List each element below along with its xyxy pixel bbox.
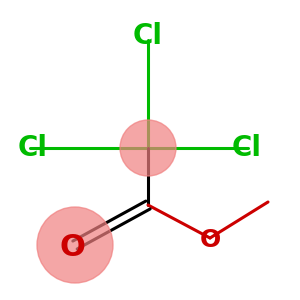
Text: Cl: Cl [18,134,48,162]
Text: O: O [200,228,220,252]
Text: O: O [59,232,85,262]
Text: Cl: Cl [133,22,163,50]
Circle shape [120,120,176,176]
Circle shape [37,207,113,283]
Text: Cl: Cl [232,134,262,162]
